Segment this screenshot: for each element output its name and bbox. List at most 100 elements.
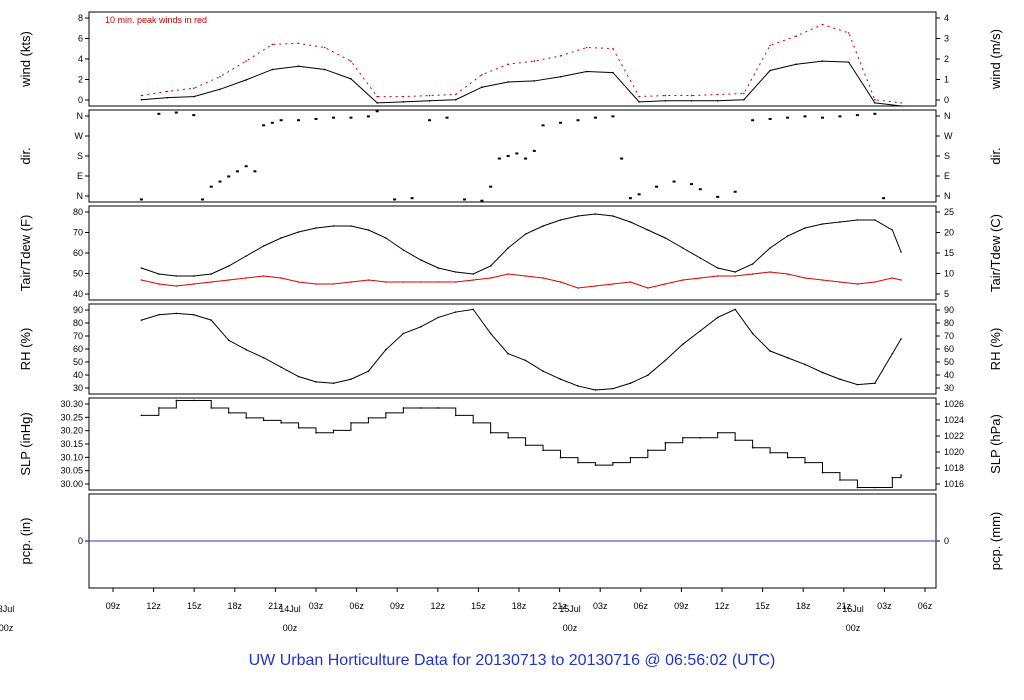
- wind-annotation: 10 min. peak winds in red: [105, 15, 207, 25]
- data-point: [262, 419, 265, 422]
- data-point: [559, 121, 563, 124]
- data-point: [210, 281, 213, 283]
- data-point: [524, 359, 527, 362]
- data-point: [577, 461, 579, 464]
- data-point: [497, 157, 501, 160]
- data-point: [690, 183, 694, 186]
- data-point: [192, 114, 196, 117]
- data-point: [280, 366, 282, 368]
- x-tick-label: 18z: [512, 601, 527, 611]
- data-point: [786, 456, 789, 459]
- right-tick-label: 10: [944, 269, 954, 279]
- left-tick-label: E: [77, 171, 83, 181]
- data-point: [175, 285, 178, 287]
- data-point: [664, 441, 667, 444]
- data-point: [734, 308, 736, 311]
- right-tick-label: S: [944, 151, 950, 161]
- data-point: [245, 255, 247, 257]
- data-point: [314, 117, 318, 120]
- right-tick-label: 5: [944, 289, 949, 299]
- data-point: [472, 279, 475, 281]
- data-point: [280, 277, 282, 279]
- data-point: [628, 197, 632, 200]
- data-point: [297, 65, 300, 68]
- data-point: [437, 316, 440, 319]
- data-point: [900, 102, 902, 104]
- data-point: [262, 356, 265, 359]
- data-point: [192, 275, 195, 277]
- data-point: [769, 69, 771, 72]
- day-label: 3Jul: [0, 604, 14, 614]
- data-point: [245, 417, 247, 419]
- data-point: [664, 359, 667, 362]
- data-point: [751, 273, 754, 275]
- data-point: [935, 540, 937, 542]
- data-point: [637, 193, 641, 196]
- right-tick-label: 1: [944, 75, 949, 85]
- data-point: [874, 281, 876, 283]
- data-point: [332, 382, 335, 385]
- data-point: [542, 225, 544, 227]
- data-point: [175, 275, 178, 277]
- data-point: [900, 279, 902, 281]
- x-tick-label: 21z: [837, 601, 852, 611]
- data-point: [472, 422, 475, 424]
- data-point: [244, 165, 248, 168]
- data-point: [367, 417, 370, 419]
- left-tick-label: 30.30: [60, 399, 83, 409]
- left-tick-label: N: [77, 111, 84, 121]
- data-point: [454, 98, 457, 101]
- data-point: [157, 112, 161, 115]
- data-point: [874, 98, 876, 101]
- data-point: [891, 229, 894, 231]
- data-point: [716, 99, 719, 102]
- panel-frame-pressure: [88, 397, 937, 491]
- right-tick-label: 1022: [944, 431, 964, 441]
- data-point: [716, 195, 720, 198]
- data-point: [315, 283, 317, 285]
- series-line-humidity-RH: [141, 308, 902, 391]
- data-point: [795, 63, 798, 66]
- data-point: [594, 464, 597, 466]
- right-tick-label: 4: [944, 13, 949, 23]
- data-point: [454, 414, 457, 417]
- data-point: [158, 283, 160, 285]
- data-point: [201, 198, 205, 201]
- data-point: [821, 223, 824, 225]
- right-tick-label: N: [944, 191, 951, 201]
- data-point: [672, 180, 676, 183]
- data-point: [270, 121, 274, 124]
- right-tick-label: 50: [944, 357, 954, 367]
- data-point: [175, 312, 178, 315]
- data-point: [821, 60, 824, 62]
- data-point: [873, 112, 877, 115]
- data-point: [350, 78, 352, 80]
- x-tick-label: 12z: [715, 601, 730, 611]
- data-point: [769, 247, 771, 249]
- data-point: [786, 235, 789, 237]
- data-point: [210, 273, 213, 275]
- data-point: [507, 63, 509, 66]
- data-point: [612, 387, 614, 390]
- data-point: [593, 116, 597, 119]
- data-point: [768, 117, 772, 120]
- data-point: [454, 271, 457, 273]
- data-point: [139, 198, 143, 201]
- right-tick-label: 1018: [944, 463, 964, 473]
- data-point: [454, 281, 457, 283]
- data-point: [192, 87, 195, 90]
- data-point: [506, 155, 510, 157]
- data-point: [542, 449, 544, 452]
- data-point: [140, 98, 143, 101]
- left-tick-label: 30.00: [60, 479, 83, 489]
- left-tick-label: 80: [73, 318, 83, 328]
- chart-title: UW Urban Horticulture Data for 20130713 …: [248, 652, 776, 669]
- data-point: [367, 279, 370, 281]
- data-point: [655, 185, 659, 188]
- data-point: [612, 283, 614, 285]
- data-point: [158, 313, 160, 316]
- data-point: [594, 389, 597, 391]
- data-point: [594, 285, 597, 287]
- data-point: [376, 95, 378, 98]
- right-tick-label: N: [944, 111, 951, 121]
